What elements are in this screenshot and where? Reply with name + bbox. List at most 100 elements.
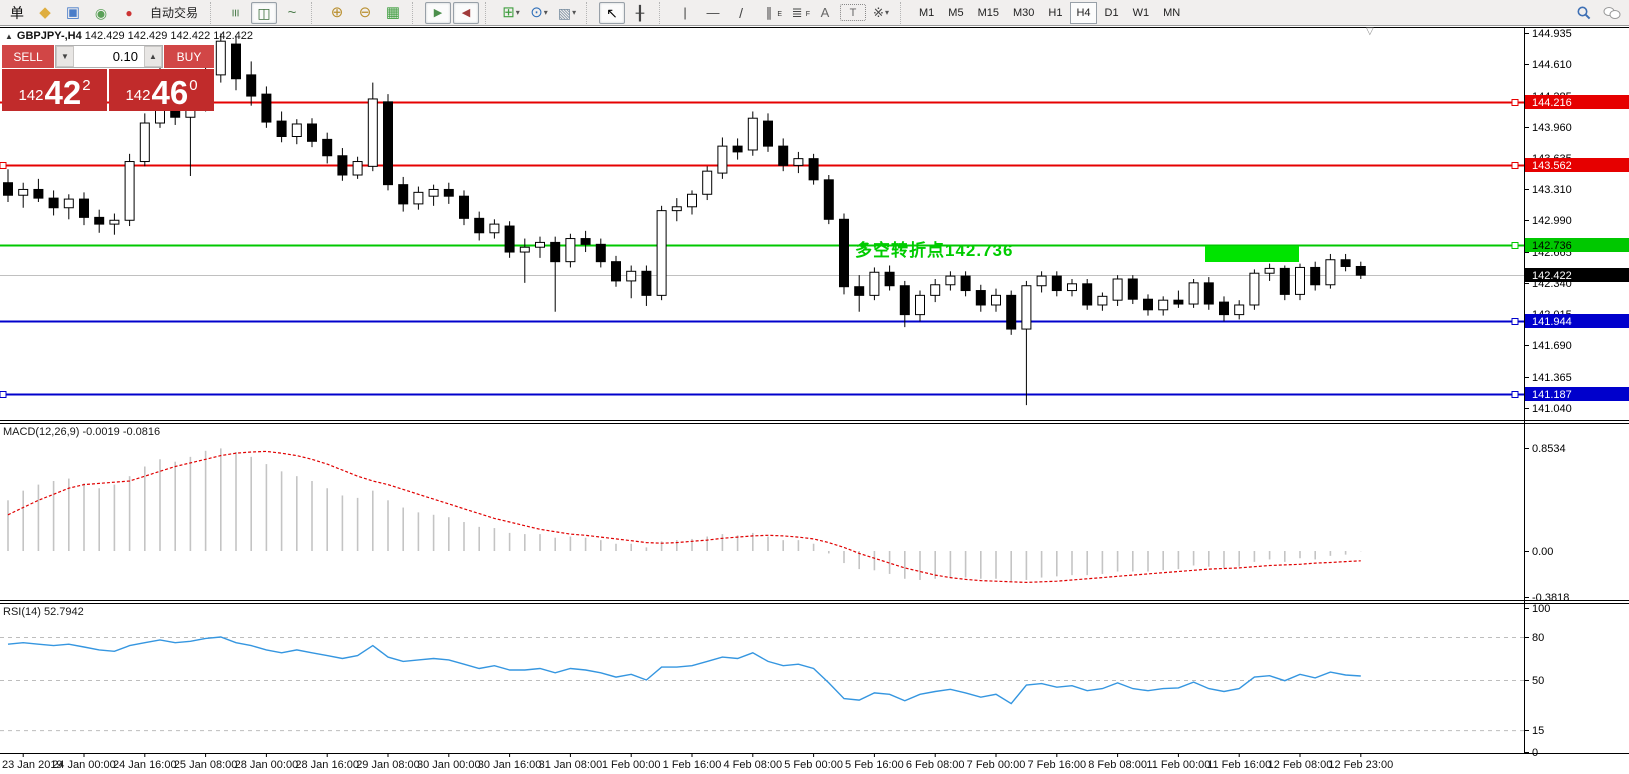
chart-shift-icon[interactable]: ◀	[453, 1, 480, 24]
timeframe-m15-button[interactable]: M15	[977, 6, 999, 19]
arrows-icon-dropdown[interactable]: ▾	[884, 7, 889, 17]
cursor-icon[interactable]: ↖	[599, 1, 626, 24]
new-order-window-icon-dropdown[interactable]: ▾	[515, 7, 520, 17]
time-tick-label: 6 Feb 08:00	[906, 759, 965, 771]
time-tick-label: 23 Jan 2019	[2, 759, 63, 771]
time-tick-label: 1 Feb 00:00	[602, 759, 661, 771]
sell-price-button[interactable]: 142 42 2	[2, 69, 107, 111]
chart-shift-end-icon[interactable]: ▽	[1366, 26, 1374, 37]
time-tick-label: 5 Feb 16:00	[845, 759, 904, 771]
tile-windows-icon[interactable]: ▦	[385, 3, 401, 21]
text-icon[interactable]: A	[820, 4, 830, 20]
rsi-line	[7, 636, 1361, 705]
autotrade-label[interactable]: 自动交易	[150, 6, 199, 20]
timeframe-h1-button[interactable]: H1	[1048, 6, 1063, 19]
pivot-annotation-text[interactable]: 多空转折点142.736	[855, 241, 1014, 260]
zoom-in-icon[interactable]: ⊕	[330, 3, 344, 21]
time-tick-label: 1 Feb 16:00	[663, 759, 722, 771]
price-tick: 144.935	[1532, 28, 1572, 40]
svg-text:142.422: 142.422	[1532, 270, 1572, 282]
volume-up-button[interactable]: ▲	[144, 46, 162, 67]
period-icon-dropdown[interactable]: ▾	[543, 7, 548, 17]
buy-button[interactable]: BUY	[164, 45, 214, 68]
time-tick-label: 12 Feb 08:00	[1268, 759, 1333, 771]
timeframe-mn-button[interactable]: MN	[1163, 6, 1181, 19]
time-tick-label: 12 Feb 23:00	[1328, 759, 1393, 771]
volume-input[interactable]	[74, 46, 144, 67]
time-tick-label: 7 Feb 16:00	[1027, 759, 1086, 771]
rsi-tick: 15	[1532, 725, 1544, 737]
time-tick-label: 28 Jan 16:00	[295, 759, 359, 771]
autoscroll-icon[interactable]: ▶	[425, 1, 452, 24]
horizontal-line-icon[interactable]: —	[706, 4, 720, 20]
price-tick: 143.960	[1532, 122, 1572, 134]
arrows-icon[interactable]: ※ ▾	[868, 2, 894, 24]
time-tick-label: 28 Jan 00:00	[235, 759, 299, 771]
time-tick-label: 5 Feb 00:00	[784, 759, 843, 771]
time-tick-label: 30 Jan 16:00	[478, 759, 542, 771]
search-icon[interactable]	[1571, 2, 1597, 24]
timeframe-m5-button[interactable]: M5	[948, 6, 964, 19]
timeframe-m1-button[interactable]: M1	[919, 6, 935, 19]
buy-price-sup: 0	[189, 77, 198, 94]
crosshair-icon[interactable]: ╂	[635, 4, 645, 21]
period-icon[interactable]: ⊙ ▾	[530, 3, 548, 21]
buy-price-button[interactable]: 142 46 0	[109, 69, 214, 111]
sell-price-prefix: 142	[18, 87, 44, 104]
timeframe-h4-button[interactable]: H4	[1070, 1, 1097, 24]
timeframe-m30-button[interactable]: M30	[1012, 6, 1035, 19]
time-tick-label: 24 Jan 16:00	[113, 759, 177, 771]
svg-text:143.562: 143.562	[1532, 160, 1572, 172]
price-tick: 141.690	[1532, 340, 1572, 352]
toolbar-separator	[659, 1, 667, 24]
fibonacci-icon[interactable]: ≣ F	[791, 4, 811, 20]
toolbar-separator	[412, 1, 420, 24]
svg-text:144.216: 144.216	[1532, 97, 1572, 109]
line-chart-icon[interactable]: ~	[287, 3, 297, 21]
zoom-out-icon[interactable]: ⊖	[358, 3, 372, 21]
new-order-icon[interactable]: ◆	[39, 3, 51, 21]
chat-icon[interactable]	[1599, 2, 1625, 24]
buy-price-prefix: 142	[125, 87, 151, 104]
green-zone-rectangle[interactable]	[1205, 246, 1299, 262]
chart-window-icon[interactable]: ▣	[65, 3, 81, 21]
new-order-window-icon[interactable]: ⊞ ▾	[502, 3, 520, 21]
rsi-label: RSI(14) 52.7942	[3, 606, 84, 618]
order-text[interactable]: 单	[10, 4, 24, 21]
timeframe-d1-button[interactable]: D1	[1104, 6, 1119, 19]
volume-down-button[interactable]: ▼	[56, 46, 74, 67]
template-icon[interactable]: ▧ ▾	[557, 4, 577, 21]
price-tick: 141.040	[1532, 403, 1572, 415]
symbol-title: GBPJPY-,H4	[16, 30, 82, 42]
autotrade-icon[interactable]: ●	[125, 5, 133, 20]
rsi-tick: 50	[1532, 675, 1544, 687]
sell-price-big: 42	[44, 74, 82, 111]
template-icon-dropdown[interactable]: ▾	[572, 7, 577, 17]
macd-tick: -0.3818	[1532, 592, 1569, 604]
candles-chart-icon[interactable]: ◫	[251, 1, 278, 24]
svg-text:142.736: 142.736	[1532, 240, 1572, 252]
buy-price-big: 46	[151, 74, 189, 111]
toolbar: 单 ◆ ▣ ◉ ● 自动交易 ≡ ◫ ~ ⊕ ⊖ ▦ ▶ ◀ ⊞ ▾ ⊙ ▾ ▧ ▾ ↖ ╂ | — / ∥ E ≣ F A T ※ ▾ M1 M5…	[0, 0, 1629, 26]
toolbar-separator	[311, 1, 319, 24]
label-icon[interactable]: T	[840, 4, 867, 21]
time-tick-label: 31 Jan 08:00	[539, 759, 603, 771]
timeframe-w1-button[interactable]: W1	[1132, 6, 1150, 19]
channel-icon[interactable]: ∥ E	[765, 4, 783, 20]
vertical-line-icon[interactable]: |	[683, 4, 687, 20]
price-tick: 141.365	[1532, 372, 1572, 384]
trendline-icon[interactable]: /	[739, 4, 743, 21]
horizontal-line-objects	[0, 99, 1524, 398]
collapse-panel-icon[interactable]: ▲	[5, 32, 13, 41]
macd-tick: 0.00	[1532, 546, 1553, 558]
svg-text:141.187: 141.187	[1532, 389, 1572, 401]
sell-button[interactable]: SELL	[2, 45, 54, 68]
toolbar-separator	[485, 1, 493, 24]
time-tick-label: 25 Jan 08:00	[174, 759, 238, 771]
bars-chart-icon[interactable]: ≡	[228, 8, 245, 17]
signal-icon[interactable]: ◉	[94, 4, 108, 21]
time-tick-label: 30 Jan 00:00	[417, 759, 481, 771]
